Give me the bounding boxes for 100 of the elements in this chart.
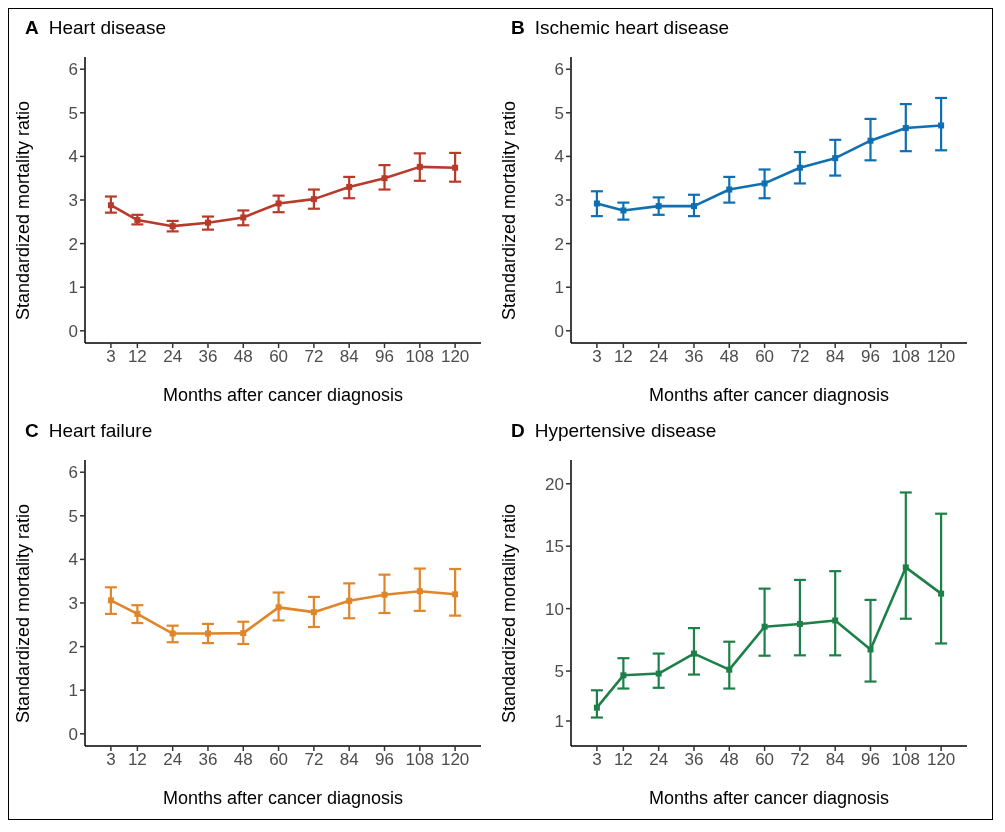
x-tick-label: 48 [719, 347, 739, 367]
point [204, 630, 211, 637]
point [381, 175, 388, 182]
point [416, 588, 423, 595]
x-tick-label: 60 [755, 750, 775, 770]
text: A [25, 17, 39, 38]
x-axis-title: Months after cancer diagnosis [648, 788, 890, 808]
point [938, 590, 945, 597]
point [452, 164, 459, 171]
x-tick-label: 3 [592, 347, 602, 367]
x-tick-label: 24 [649, 347, 669, 367]
point [867, 137, 874, 144]
x-tick-label: 96 [375, 750, 394, 770]
y-tick-label: 6 [68, 463, 78, 483]
x-tick-label: 84 [825, 347, 845, 367]
point [275, 200, 282, 207]
y-tick-label: 0 [68, 724, 78, 744]
point [726, 666, 733, 673]
point [346, 183, 353, 190]
point [832, 155, 839, 162]
point [620, 672, 627, 679]
x-tick-label: 60 [755, 347, 775, 367]
x-tick-label: 120 [440, 347, 470, 367]
x-tick-label: 84 [339, 750, 359, 770]
point [690, 650, 697, 657]
y-tick-label: 2 [68, 637, 78, 657]
point [655, 670, 662, 677]
point [452, 591, 459, 598]
point [107, 597, 114, 604]
y-tick-label: 4 [554, 147, 564, 167]
y-axis-title: Standardized mortality ratio [499, 503, 520, 723]
x-tick-label: 12 [613, 347, 633, 367]
y-tick-label: 0 [554, 321, 564, 341]
x-tick-label: 108 [405, 347, 434, 367]
point [938, 122, 945, 129]
point [134, 610, 141, 617]
y-tick-label: 1 [554, 278, 564, 298]
x-tick-label: 36 [198, 750, 218, 770]
x-tick-label: 108 [405, 750, 434, 770]
chart-title: Heart failure [48, 420, 153, 441]
point [310, 609, 317, 616]
x-tick-label: 24 [163, 750, 183, 770]
point [761, 623, 768, 630]
x-tick-label: 84 [339, 347, 359, 367]
point [726, 186, 733, 193]
point [346, 597, 353, 604]
x-tick-label: 96 [375, 347, 394, 367]
x-tick-label: 72 [304, 347, 324, 367]
y-tick-label: 3 [68, 191, 78, 211]
x-tick-label: 60 [269, 750, 289, 770]
x-tick-label: 48 [233, 347, 253, 367]
x-tick-label: 96 [861, 347, 880, 367]
x-tick-label: 36 [198, 347, 218, 367]
x-tick-label: 72 [304, 750, 324, 770]
x-tick-label: 72 [790, 750, 810, 770]
x-tick-label: 120 [440, 750, 470, 770]
point [832, 617, 839, 624]
text: B [511, 17, 525, 38]
x-tick-label: 12 [127, 347, 147, 367]
y-tick-label: 2 [68, 234, 78, 254]
point [867, 646, 874, 653]
point [593, 704, 600, 711]
point [381, 591, 388, 598]
x-tick-label: 24 [163, 347, 183, 367]
point [902, 564, 909, 571]
point [240, 214, 247, 221]
y-tick-label: 1 [554, 712, 564, 732]
y-tick-label: 2 [554, 234, 564, 254]
x-tick-label: 12 [127, 750, 147, 770]
x-tick-label: 108 [891, 347, 920, 367]
point [593, 200, 600, 207]
x-tick-label: 108 [891, 750, 920, 770]
x-tick-label: 12 [613, 750, 633, 770]
y-tick-label: 20 [545, 474, 564, 494]
y-tick-label: 4 [68, 147, 78, 167]
point [107, 202, 114, 209]
point [796, 620, 803, 627]
y-tick-label: 3 [68, 594, 78, 614]
y-axis-title: Standardized mortality ratio [499, 100, 520, 320]
x-tick-label: 3 [592, 750, 602, 770]
x-axis-title: Months after cancer diagnosis [162, 788, 404, 808]
point [275, 604, 282, 611]
x-axis-title: Months after cancer diagnosis [648, 385, 890, 405]
y-tick-label: 5 [68, 506, 78, 526]
y-tick-label: 5 [68, 103, 78, 123]
y-tick-label: 6 [68, 60, 78, 80]
x-tick-label: 48 [719, 750, 739, 770]
point [169, 630, 176, 637]
x-tick-label: 96 [861, 750, 880, 770]
x-tick-label: 72 [790, 347, 810, 367]
point [620, 207, 627, 214]
x-tick-label: 60 [269, 347, 289, 367]
y-tick-label: 1 [68, 681, 78, 701]
point [761, 180, 768, 187]
point [796, 164, 803, 171]
point [310, 196, 317, 203]
point [204, 219, 211, 226]
chart-title: Heart disease [48, 17, 166, 38]
point [416, 163, 423, 170]
x-tick-label: 36 [684, 347, 704, 367]
